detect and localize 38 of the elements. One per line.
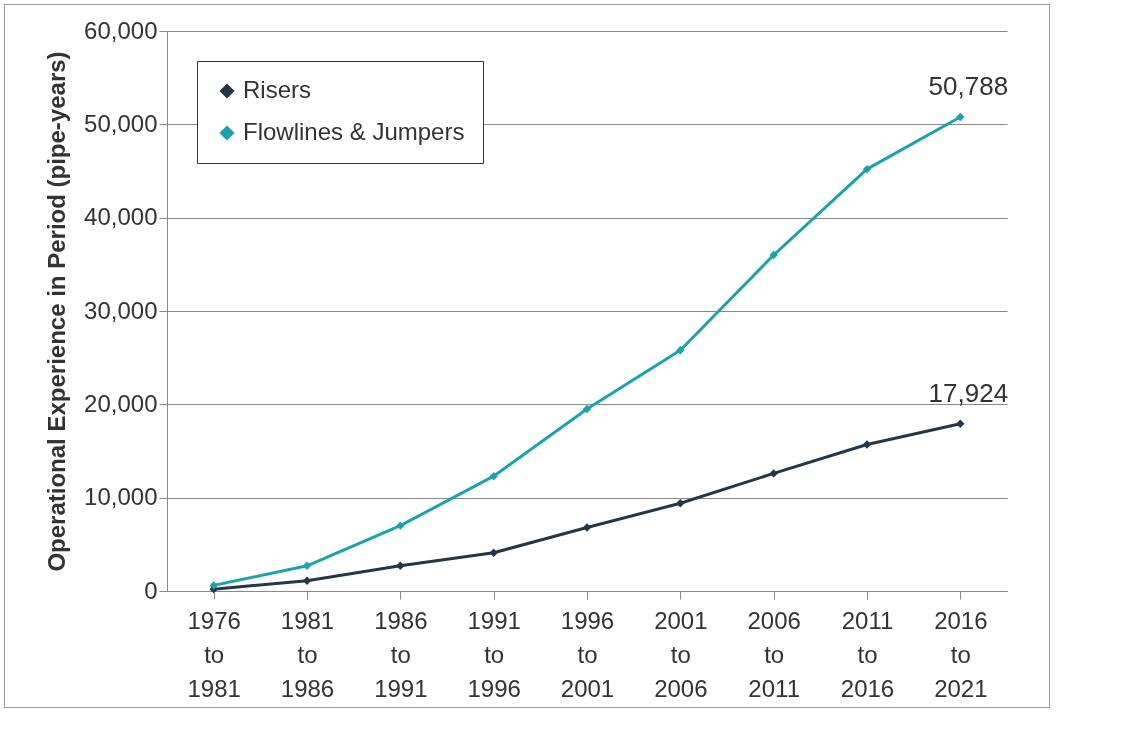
point [769, 250, 778, 260]
point [302, 561, 312, 570]
point [956, 419, 965, 428]
y-tick-label: 40,000 [84, 203, 158, 231]
x-tick-label: 1981 to 1986 [280, 606, 335, 702]
point [862, 164, 872, 174]
x-tick-label: 2006 to 2011 [747, 606, 801, 702]
x-tick-label: 1986 to 1991 [374, 606, 428, 702]
x-tick-label: 2001 to 2006 [654, 606, 708, 702]
point [956, 112, 965, 122]
x-tick-label: 2011 to 2016 [840, 606, 895, 702]
point [582, 523, 592, 532]
y-tick-label: 30,000 [84, 296, 158, 324]
point [396, 521, 405, 530]
legend-label: Flowlines & Jumpers [243, 118, 465, 145]
point [302, 576, 312, 585]
y-tick-label: 60,000 [84, 16, 158, 44]
point [676, 499, 685, 508]
point [489, 472, 498, 481]
y-tick-label: 0 [144, 576, 158, 604]
x-tick-label: 1996 to 2001 [560, 606, 615, 702]
data-label: 50,788 [928, 70, 1009, 101]
point [582, 404, 592, 414]
point [489, 548, 498, 557]
x-tick-label: 1976 to 1981 [187, 606, 241, 702]
point [862, 440, 872, 449]
y-tick-label: 50,000 [84, 109, 158, 137]
y-tick-label: 20,000 [84, 389, 158, 417]
point [769, 469, 778, 478]
point [676, 346, 685, 355]
data-label: 17,924 [928, 377, 1009, 408]
legend-label: Risers [243, 76, 312, 103]
point [209, 581, 218, 590]
x-tick-label: 2016 to 2021 [934, 606, 988, 702]
x-tick-label: 1991 to 1996 [467, 606, 521, 702]
point [396, 561, 405, 570]
y-axis-title: Operational Experience in Period (pipe-years) [43, 51, 71, 572]
y-tick-label: 10,000 [84, 483, 158, 511]
